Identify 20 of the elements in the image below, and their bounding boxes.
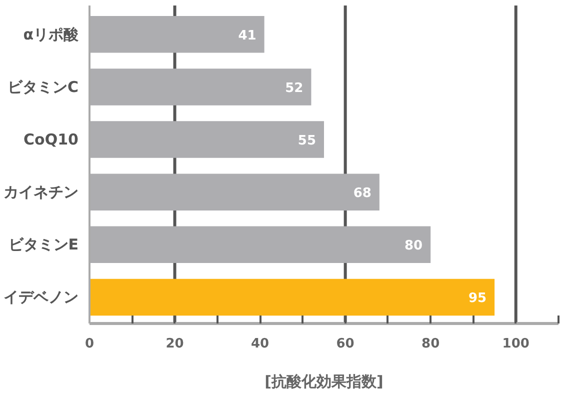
- data-label: 41: [238, 28, 256, 44]
- data-label: 95: [468, 291, 487, 306]
- y-tick-label: CoQ10: [24, 130, 79, 149]
- bar: [90, 278, 495, 316]
- x-tick-label: 20: [166, 336, 184, 352]
- data-label: 55: [298, 134, 316, 149]
- x-tick-label: 100: [502, 336, 530, 352]
- data-label: 68: [353, 186, 372, 202]
- data-label: 80: [404, 238, 423, 254]
- x-tick-label: 40: [251, 336, 270, 352]
- x-tick-label: 80: [422, 336, 440, 352]
- data-label: 52: [285, 80, 304, 96]
- x-axis-title: [抗酸化効果指数]: [264, 372, 384, 390]
- y-tick-label: カイネチン: [4, 183, 78, 202]
- y-tick-label: αリポ酸: [23, 25, 80, 44]
- y-tick-label: ビタミンE: [8, 236, 79, 254]
- x-tick-label: 0: [84, 336, 94, 352]
- x-tick-label: 60: [336, 336, 354, 352]
- y-tick-label: イデベノン: [4, 288, 78, 306]
- y-tick-label: ビタミンC: [7, 78, 79, 96]
